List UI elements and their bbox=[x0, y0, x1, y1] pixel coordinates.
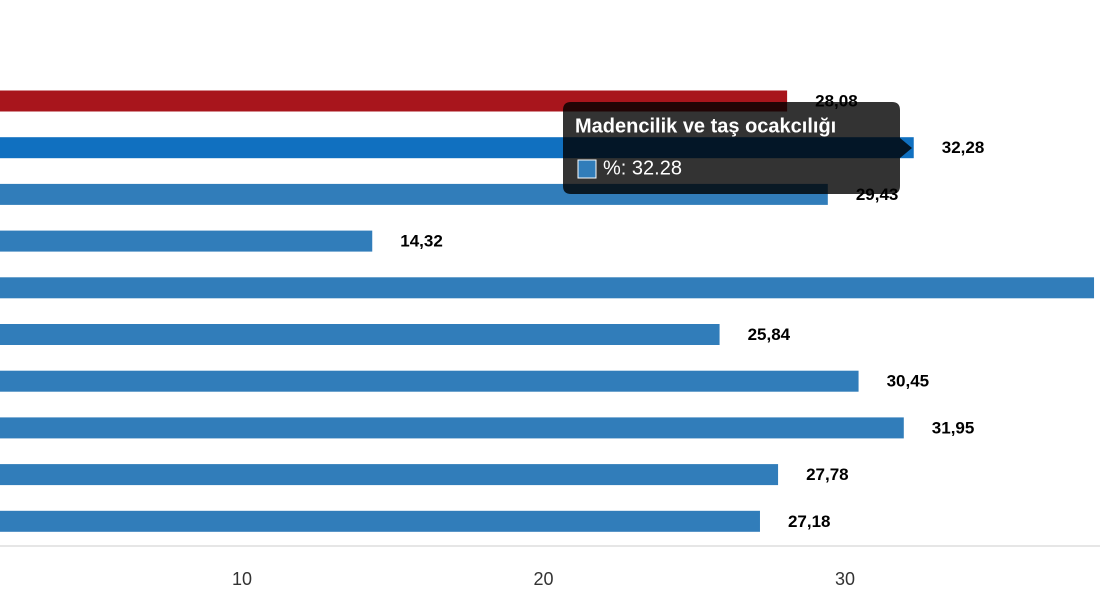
value-label: 31,95 bbox=[932, 418, 975, 437]
value-label: 30,45 bbox=[887, 372, 930, 391]
tooltip-text: %: 32.28 bbox=[603, 157, 682, 179]
bar bbox=[0, 370, 859, 392]
value-label: 27,18 bbox=[788, 512, 831, 531]
x-tick-label: 10 bbox=[232, 569, 252, 589]
value-label: 32,28 bbox=[942, 138, 985, 157]
bar bbox=[0, 510, 760, 532]
bar bbox=[0, 230, 373, 252]
x-tick-label: 30 bbox=[835, 569, 855, 589]
bar bbox=[0, 277, 1095, 299]
bar bbox=[0, 324, 720, 345]
value-label: 14,32 bbox=[400, 232, 443, 251]
bar bbox=[0, 464, 779, 486]
tooltip: Madencilik ve taş ocakcılığı %: 32.28 bbox=[563, 102, 912, 194]
tooltip-swatch bbox=[577, 159, 597, 179]
value-label: 25,84 bbox=[748, 325, 791, 344]
tooltip-box bbox=[563, 102, 912, 194]
value-label: 27,78 bbox=[806, 465, 849, 484]
tooltip-title: Madencilik ve taş ocakcılığı bbox=[575, 115, 836, 137]
bar bbox=[0, 417, 904, 439]
x-tick-label: 20 bbox=[533, 569, 553, 589]
